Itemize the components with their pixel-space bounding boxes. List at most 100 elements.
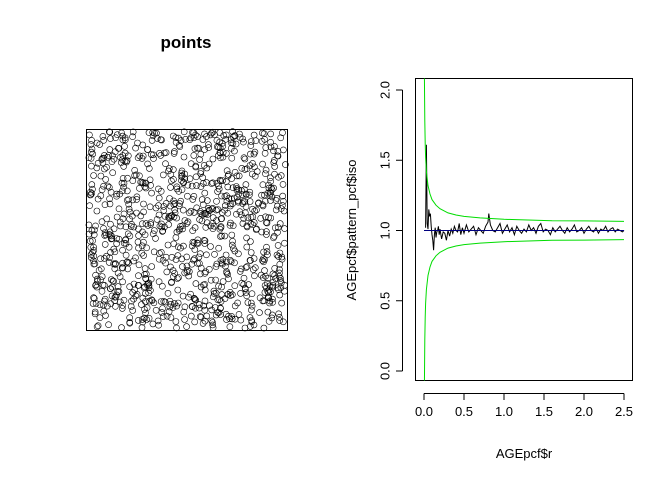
point-marker [131,172,138,179]
point-marker [252,137,260,144]
point-marker [105,259,113,266]
point-marker [218,232,226,240]
point-marker [116,273,124,281]
point-marker [260,324,268,332]
point-marker [140,200,147,208]
point-marker [221,295,229,302]
point-marker [249,160,256,167]
point-marker [129,128,137,136]
point-marker [197,170,204,177]
point-marker [205,160,213,168]
point-marker [201,240,209,247]
point-marker [188,242,196,250]
point-marker [235,172,243,180]
point-marker [151,227,158,234]
point-marker [171,300,178,307]
point-marker [139,294,147,302]
point-marker [88,137,95,144]
point-marker [101,297,108,305]
point-marker [142,180,150,187]
point-marker [270,234,277,242]
point-marker [228,231,236,239]
point-marker [262,170,269,177]
point-marker [159,227,167,235]
point-marker [172,134,180,141]
point-marker [181,303,189,311]
point-marker [110,260,117,268]
point-marker [196,260,203,267]
point-marker [190,256,197,264]
point-marker [145,289,152,297]
point-marker [201,286,209,294]
point-marker [124,230,132,238]
point-marker [173,302,180,310]
point-marker [155,194,163,202]
point-marker [222,251,230,259]
point-marker [261,136,269,143]
point-marker [221,232,228,240]
point-marker [126,208,134,216]
point-marker [258,228,266,236]
point-marker [253,225,260,233]
point-marker [219,256,227,263]
point-marker [276,291,284,299]
point-marker [142,309,149,317]
point-marker [138,249,146,257]
point-marker [188,312,195,320]
point-marker [144,146,151,153]
point-marker [155,278,163,286]
point-marker [147,221,154,228]
point-marker [227,257,234,264]
point-marker [150,151,157,159]
point-marker [159,282,166,290]
point-marker [231,169,239,176]
point-marker [277,284,285,292]
point-marker [250,150,258,158]
point-marker [159,228,166,235]
point-marker [263,228,270,235]
point-marker [94,275,101,283]
point-marker [218,259,226,267]
point-marker [173,185,181,193]
point-marker [94,195,102,203]
point-marker [247,142,255,149]
point-marker [182,136,189,143]
point-marker [190,193,198,200]
point-marker [184,218,192,226]
point-marker [231,302,239,310]
point-marker [193,182,200,189]
point-marker [127,223,135,230]
point-marker [194,144,201,152]
point-marker [229,128,236,135]
point-marker [132,254,139,262]
series-line-observed [425,144,625,251]
point-marker [225,171,232,178]
y-tick-label: 0.5 [377,292,392,310]
point-marker [106,254,113,262]
point-marker [242,203,250,210]
point-marker [149,230,157,238]
point-marker [139,152,147,160]
point-marker [271,170,278,178]
point-marker [175,134,182,142]
point-marker [179,263,186,270]
point-marker [101,232,108,239]
point-marker [214,143,221,150]
point-marker [102,312,109,319]
point-marker [178,173,185,180]
point-marker [136,185,143,192]
point-marker [120,210,128,218]
point-marker [227,292,234,299]
point-marker [100,225,107,232]
point-marker [159,305,166,312]
point-marker [90,172,97,179]
point-marker [228,145,235,152]
point-marker [175,227,183,234]
point-marker [255,199,262,207]
point-marker [197,150,205,158]
point-marker [122,236,129,243]
point-marker [148,151,155,158]
point-marker [124,174,131,182]
point-marker [120,296,128,304]
pcf-plot-box [415,78,633,381]
